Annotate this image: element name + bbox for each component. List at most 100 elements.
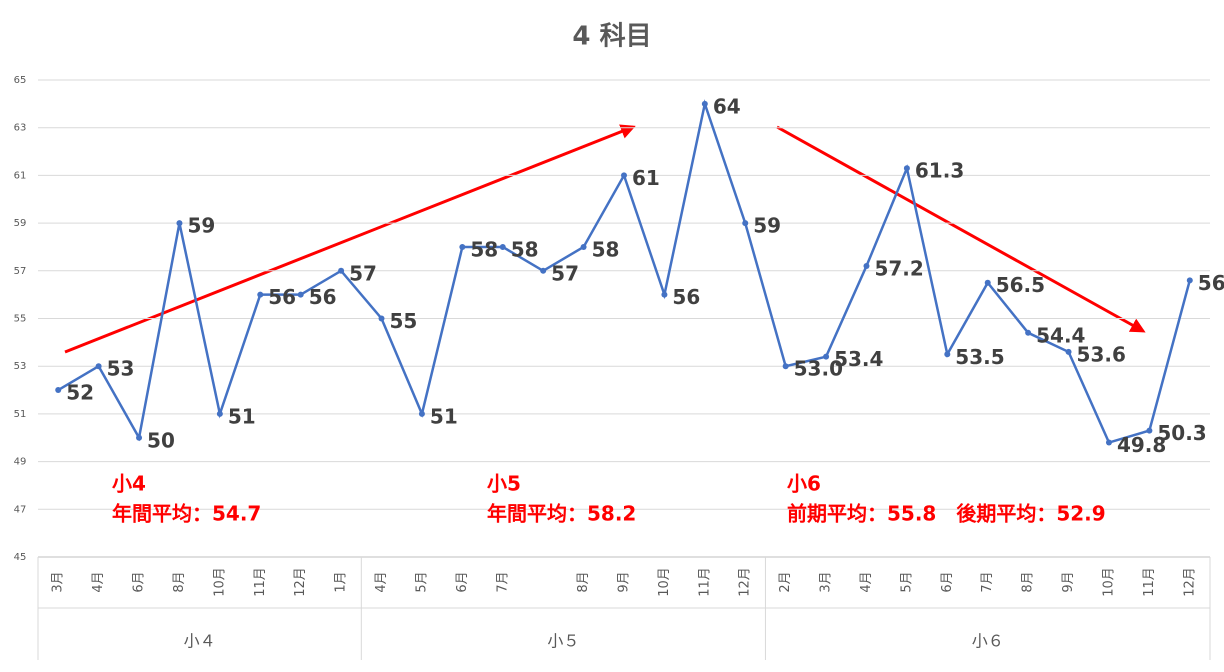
x-tick-label: 7月 (495, 571, 510, 592)
annotation: 小6 (787, 472, 821, 496)
data-label: 56 (268, 285, 296, 309)
data-label: 57 (551, 261, 579, 285)
x-tick-label: 12月 (738, 567, 753, 597)
data-label: 50.3 (1157, 421, 1206, 445)
data-label: 54.4 (1036, 323, 1085, 347)
x-tick-label: 10月 (212, 567, 227, 597)
data-label: 61 (632, 166, 660, 190)
x-tick-label: 10月 (657, 567, 672, 597)
trend-arrow (776, 125, 1146, 333)
data-point (540, 267, 547, 274)
data-point (297, 291, 304, 298)
data-label: 56 (309, 285, 337, 309)
data-point (984, 279, 991, 286)
data-label: 49.8 (1117, 433, 1166, 457)
annotation: 年間平均：58.2 (487, 502, 636, 526)
data-point (418, 410, 425, 417)
y-tick-label: 53 (14, 361, 27, 372)
x-tick-label: 10月 (1101, 567, 1116, 597)
data-point (1025, 329, 1032, 336)
data-point (661, 291, 668, 298)
x-tick-label: 8月 (576, 571, 591, 592)
data-point (176, 220, 183, 227)
data-label: 57 (349, 261, 377, 285)
y-tick-label: 61 (14, 170, 27, 181)
data-point (338, 267, 345, 274)
x-tick-label: 6月 (940, 571, 955, 592)
data-point (863, 263, 870, 270)
x-tick-label: 8月 (172, 571, 187, 592)
data-point (580, 243, 587, 250)
x-tick-label: 5月 (899, 571, 914, 592)
data-point (378, 315, 385, 322)
x-tick-label: 12月 (1182, 567, 1197, 597)
x-tick-label: 5月 (414, 571, 429, 592)
y-tick-label: 63 (14, 123, 27, 134)
data-point (136, 434, 143, 441)
data-point (742, 220, 749, 227)
x-tick-label: 8月 (1021, 571, 1036, 592)
data-label: 59 (187, 214, 215, 238)
group-label: 小４ (184, 632, 216, 651)
data-label: 51 (430, 404, 458, 428)
x-tick-label: 11月 (1142, 567, 1157, 597)
chart-title: 4 科目 (572, 22, 651, 52)
data-point (944, 351, 951, 358)
data-label: 53.4 (834, 347, 883, 371)
annotation: 前期平均：55.8 後期平均：52.9 (787, 502, 1106, 526)
data-point (782, 363, 789, 370)
data-point (216, 410, 223, 417)
x-tick-label: 9月 (617, 571, 632, 592)
y-tick-label: 47 (14, 504, 27, 515)
data-label: 57.2 (874, 257, 923, 281)
x-tick-label: 6月 (132, 571, 147, 592)
data-point (459, 243, 466, 250)
x-tick-label: 9月 (1061, 571, 1076, 592)
data-point (257, 291, 264, 298)
data-label: 58 (592, 237, 620, 261)
y-tick-label: 45 (14, 552, 27, 563)
x-tick-label: 11月 (697, 567, 712, 597)
x-tick-label: 1月 (334, 571, 349, 592)
data-label: 58 (511, 237, 539, 261)
data-point (621, 172, 627, 179)
x-tick-label: 4月 (91, 571, 106, 592)
group-label: 小５ (547, 632, 579, 651)
y-tick-label: 65 (14, 75, 27, 86)
group-label: 小６ (972, 632, 1004, 651)
x-tick-label: 2月 (778, 571, 793, 592)
data-label: 56.5 (996, 273, 1045, 297)
data-label: 59 (753, 214, 781, 238)
y-tick-label: 51 (14, 409, 27, 420)
data-label: 64 (713, 94, 741, 118)
data-label: 52 (66, 381, 94, 405)
x-tick-label: 6月 (455, 571, 470, 592)
data-point (701, 100, 708, 107)
x-tick-label: 7月 (980, 571, 995, 592)
trend-arrow (64, 124, 636, 354)
data-label: 50 (147, 428, 175, 452)
data-label: 53 (107, 357, 135, 381)
data-point (55, 387, 62, 394)
x-tick-label: 3月 (51, 571, 66, 592)
data-point (823, 353, 830, 360)
data-label: 56.6 (1198, 271, 1224, 295)
x-tick-label: 3月 (819, 571, 834, 592)
y-tick-label: 57 (14, 266, 27, 277)
data-label: 55 (390, 309, 418, 333)
data-point (1065, 348, 1072, 355)
data-label: 53.5 (955, 345, 1004, 369)
y-tick-label: 59 (14, 218, 27, 229)
data-label: 61.3 (915, 159, 964, 183)
y-tick-label: 49 (14, 457, 27, 468)
data-point (1186, 277, 1193, 284)
x-tick-label: 12月 (293, 567, 308, 597)
data-label: 51 (228, 404, 256, 428)
data-label: 56 (672, 285, 700, 309)
data-label: 58 (470, 237, 498, 261)
x-tick-label: 11月 (253, 567, 268, 597)
x-tick-label: 4月 (859, 571, 874, 592)
data-point (499, 243, 506, 250)
annotation: 小4 (112, 472, 146, 496)
